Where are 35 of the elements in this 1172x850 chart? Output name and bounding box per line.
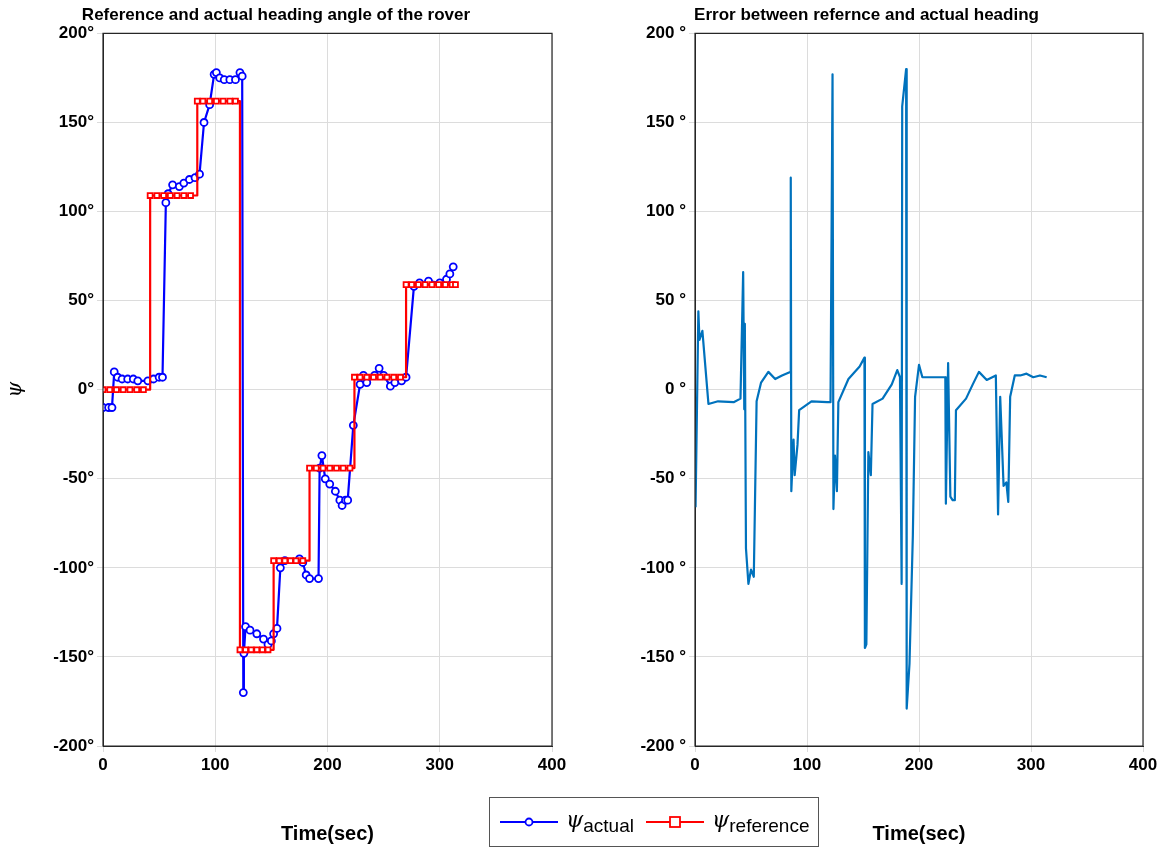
y-tick-label: -200° — [53, 735, 95, 755]
x-tick-label: 400 — [537, 754, 567, 774]
y-tick-label: -200 ° — [640, 735, 687, 755]
y-tick-label: 200 ° — [646, 23, 687, 43]
y-tick-label: -50 ° — [649, 468, 687, 488]
chart-title: Reference and actual heading angle of the rover — [81, 4, 471, 24]
x-axis-title: Time(sec) — [872, 821, 966, 844]
x-axis-title: Time(sec) — [280, 821, 375, 844]
y-tick-label: 0° — [77, 379, 95, 399]
y-tick-label: 50° — [68, 290, 95, 310]
x-tick-label: 200 — [313, 754, 342, 774]
y-tick-label: 100 ° — [646, 201, 687, 221]
x-tick-label: 0 — [690, 754, 700, 774]
y-tick-label: 50 ° — [655, 290, 687, 310]
legend-label: ψ$_{reference}$ — [711, 806, 810, 838]
x-tick-label: 400 — [1128, 754, 1158, 774]
chart-title: Error between refernce and actual heading — [694, 4, 1039, 24]
y-tick-label: 0 ° — [665, 379, 687, 399]
x-tick-label: 300 — [1016, 754, 1046, 774]
y-tick-label: -150° — [53, 646, 95, 666]
y-tick-label: 200° — [58, 23, 95, 43]
x-tick-label: 0 — [98, 754, 108, 774]
y-axis-title: ψ — [2, 381, 27, 398]
y-tick-label: -50° — [62, 468, 95, 488]
x-tick-label: 100 — [792, 754, 822, 774]
y-tick-label: 150 ° — [646, 112, 687, 132]
x-tick-label: 300 — [425, 754, 454, 774]
y-tick-label: 150° — [58, 112, 95, 132]
x-tick-label: 200 — [904, 754, 934, 774]
legend-label: ψ$_{actual}$ — [566, 806, 634, 838]
y-tick-label: -150 ° — [640, 646, 687, 666]
y-tick-label: -100° — [53, 557, 95, 577]
y-tick-label: -100 ° — [640, 557, 687, 577]
y-tick-label: 100° — [58, 201, 95, 221]
x-tick-label: 100 — [201, 754, 230, 774]
